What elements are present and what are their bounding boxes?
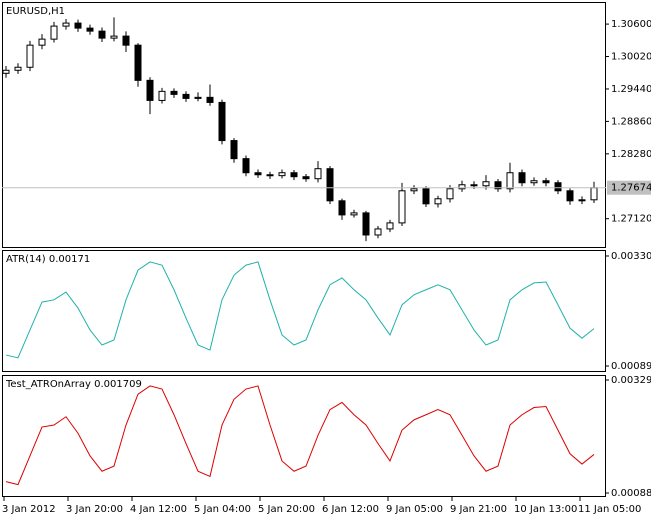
candle-body bbox=[38, 38, 46, 46]
candle-body bbox=[110, 35, 118, 39]
candle-body bbox=[74, 22, 82, 29]
panel-title: Test_ATROnArray 0.001709 bbox=[5, 379, 142, 390]
y-tick-label: 0.000887 bbox=[611, 488, 651, 499]
candle-body bbox=[290, 172, 298, 178]
candle-body bbox=[62, 22, 70, 27]
candle-body bbox=[326, 168, 334, 202]
x-tick-label: 3 Jan 2012 bbox=[2, 504, 56, 515]
panel-title: ATR(14) 0.00171 bbox=[6, 254, 90, 265]
candle-body bbox=[134, 44, 142, 81]
y-tick-label: 0.003295 bbox=[611, 375, 651, 386]
panel-frame bbox=[2, 2, 606, 248]
candle-body bbox=[386, 222, 394, 230]
y-tick-label: 1.28860 bbox=[611, 116, 651, 127]
candle-body bbox=[254, 172, 262, 176]
candle-body bbox=[218, 101, 226, 142]
candle-body bbox=[494, 181, 502, 190]
candle-body bbox=[266, 174, 274, 177]
panel-frame bbox=[2, 375, 606, 497]
x-tick-label: 5 Jan 20:00 bbox=[258, 504, 315, 515]
candle-body bbox=[470, 184, 478, 187]
candle-body bbox=[182, 93, 190, 99]
candle-body bbox=[398, 190, 406, 224]
current-price-label: 1.27674 bbox=[611, 183, 651, 194]
x-tick-label: 11 Jan 05:00 bbox=[578, 504, 641, 515]
candle-body bbox=[566, 190, 574, 202]
candle-body bbox=[506, 172, 514, 190]
candle-body bbox=[302, 176, 310, 180]
y-tick-label: 1.29440 bbox=[611, 84, 651, 95]
candle-body bbox=[542, 180, 550, 184]
candle-body bbox=[170, 90, 178, 95]
candle-body bbox=[2, 69, 10, 74]
candle-body bbox=[146, 79, 154, 101]
candle-body bbox=[338, 200, 346, 216]
x-tick-label: 9 Jan 05:00 bbox=[386, 504, 443, 515]
indicator-line bbox=[5, 385, 595, 486]
candle-body bbox=[422, 188, 430, 205]
candle-body bbox=[230, 140, 238, 160]
candle-body bbox=[578, 199, 586, 202]
candle-body bbox=[242, 158, 250, 174]
x-tick-label: 5 Jan 04:00 bbox=[194, 504, 251, 515]
candle-body bbox=[314, 168, 322, 180]
y-tick-label: 1.30600 bbox=[611, 19, 651, 30]
candle-body bbox=[374, 228, 382, 236]
candle-body bbox=[434, 198, 442, 205]
candle-body bbox=[206, 96, 214, 103]
candle-body bbox=[410, 188, 418, 192]
y-tick-label: 0.00330 bbox=[611, 251, 651, 262]
candle-body bbox=[26, 44, 34, 68]
x-tick-label: 3 Jan 20:00 bbox=[66, 504, 123, 515]
candle-body bbox=[86, 27, 94, 32]
y-tick-label: 1.28280 bbox=[611, 149, 651, 160]
candle-body bbox=[350, 212, 358, 216]
y-tick-label: 0.00089 bbox=[611, 361, 651, 372]
y-tick-label: 1.27120 bbox=[611, 214, 651, 225]
candle-body bbox=[458, 184, 466, 190]
candle-body bbox=[158, 90, 166, 101]
x-tick-label: 9 Jan 21:00 bbox=[450, 504, 507, 515]
candle-body bbox=[194, 96, 202, 99]
panel-frame bbox=[2, 250, 606, 372]
candle-body bbox=[554, 182, 562, 192]
x-tick-label: 6 Jan 12:00 bbox=[322, 504, 379, 515]
candle-body bbox=[518, 172, 526, 184]
indicator-line bbox=[5, 261, 595, 359]
candle-body bbox=[98, 30, 106, 39]
x-tick-label: 4 Jan 12:00 bbox=[130, 504, 187, 515]
current-price-box bbox=[607, 180, 651, 195]
x-tick-label: 10 Jan 13:00 bbox=[514, 504, 577, 515]
candle-body bbox=[50, 25, 58, 40]
candle-body bbox=[122, 35, 130, 46]
candle-body bbox=[590, 187, 598, 201]
candle-body bbox=[482, 181, 490, 187]
panel-title: EURUSD,H1 bbox=[6, 6, 65, 17]
y-tick-label: 1.30020 bbox=[611, 52, 651, 63]
candle-body bbox=[446, 188, 454, 200]
candle-body bbox=[14, 66, 22, 71]
candle-body bbox=[278, 172, 286, 177]
candle-body bbox=[530, 180, 538, 184]
candle-body bbox=[362, 212, 370, 236]
